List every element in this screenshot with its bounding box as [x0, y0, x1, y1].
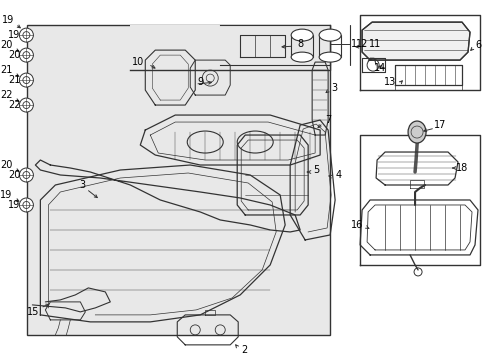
- Text: 20: 20: [8, 50, 20, 60]
- Text: 19: 19: [8, 200, 20, 210]
- Text: 22: 22: [0, 90, 13, 100]
- Text: 21: 21: [0, 65, 13, 75]
- Text: 20: 20: [0, 40, 13, 50]
- Bar: [394, 85, 461, 90]
- Circle shape: [20, 198, 33, 212]
- Polygon shape: [130, 25, 329, 70]
- Text: 21: 21: [8, 75, 20, 85]
- Text: 17: 17: [433, 120, 446, 130]
- Text: 11: 11: [368, 39, 381, 49]
- Text: 19: 19: [0, 190, 13, 200]
- Text: 20: 20: [8, 170, 20, 180]
- Text: 15: 15: [27, 307, 40, 317]
- Text: 5: 5: [312, 165, 319, 175]
- Text: 8: 8: [297, 39, 303, 49]
- Text: 4: 4: [334, 170, 341, 180]
- Text: 6: 6: [474, 40, 480, 50]
- Text: 16: 16: [350, 220, 363, 230]
- Ellipse shape: [319, 29, 341, 41]
- Text: 19: 19: [8, 30, 20, 40]
- Ellipse shape: [319, 52, 341, 62]
- Polygon shape: [27, 25, 329, 335]
- Text: 1: 1: [350, 39, 356, 49]
- Ellipse shape: [290, 52, 312, 62]
- Circle shape: [20, 98, 33, 112]
- Circle shape: [20, 28, 33, 42]
- Ellipse shape: [290, 29, 312, 41]
- Text: 20: 20: [0, 160, 13, 170]
- Ellipse shape: [187, 131, 223, 153]
- Text: 7: 7: [325, 115, 330, 125]
- Ellipse shape: [237, 131, 273, 153]
- Text: 22: 22: [8, 100, 20, 110]
- Text: 9: 9: [197, 77, 203, 87]
- Text: 10: 10: [132, 57, 144, 67]
- Ellipse shape: [407, 121, 425, 143]
- Text: 2: 2: [241, 345, 247, 355]
- Text: 3: 3: [79, 180, 85, 190]
- Circle shape: [20, 48, 33, 62]
- Circle shape: [20, 168, 33, 182]
- Text: 14: 14: [373, 63, 386, 73]
- Text: 12: 12: [355, 39, 367, 49]
- Polygon shape: [362, 22, 469, 60]
- Circle shape: [20, 73, 33, 87]
- Text: 19: 19: [2, 15, 15, 25]
- Text: 3: 3: [330, 83, 337, 93]
- Text: 13: 13: [383, 77, 395, 87]
- Text: 18: 18: [455, 163, 467, 173]
